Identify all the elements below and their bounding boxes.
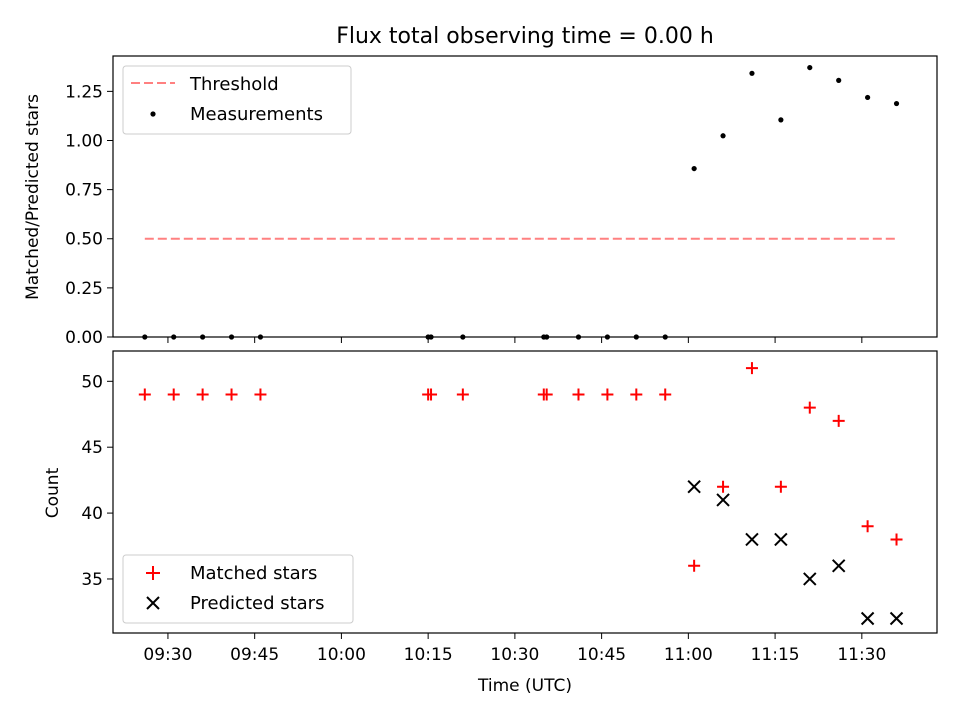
measurement-point [836, 77, 842, 83]
top-y-tick-label: 0.75 [65, 181, 103, 201]
predicted-star-marker [860, 611, 875, 626]
matched-star-marker [196, 388, 209, 401]
matched-legend-swatch [146, 566, 160, 580]
matched-star-marker [745, 362, 758, 375]
matched-star-marker [225, 388, 238, 401]
predicted-star-marker [803, 572, 817, 586]
bottom-legend-frame [122, 554, 354, 624]
predicted-legend-swatch [146, 596, 160, 610]
top-y-axis-label: Matched/Predicted stars [23, 94, 43, 300]
bottom-y-tick-label: 50 [81, 372, 103, 392]
measurement-point [807, 64, 813, 71]
bottom-y-tick-label: 40 [81, 504, 103, 524]
x-tick-label: 11:15 [751, 645, 800, 665]
top-y-tick-label: 1.00 [65, 131, 103, 151]
bottom-axes-frame [112, 350, 938, 634]
matched-star-marker [138, 388, 151, 401]
matched-star-marker [167, 388, 180, 401]
matched-star-marker [540, 388, 553, 401]
measurement-point [691, 165, 697, 172]
matched-star-marker [803, 401, 816, 414]
bottom-legend: Matched stars Predicted stars [122, 554, 354, 624]
x-tick-label: 11:00 [664, 645, 713, 665]
x-axis-label: Time (UTC) [477, 676, 572, 696]
measurement-point [720, 133, 726, 139]
matched-star-marker [717, 480, 730, 493]
x-tick-label: 10:00 [317, 645, 366, 665]
bottom-y-tick-label: 35 [81, 570, 103, 590]
top-panel: Flux total observing time = 0.00 h Match… [23, 24, 938, 348]
bottom-y-axis-label: Count [43, 467, 63, 518]
predicted-star-marker [889, 611, 904, 626]
top-axes-frame [112, 55, 938, 338]
top-plot-area: 0.00 0.25 0.50 0.75 1.00 1.25 [65, 55, 938, 348]
matched-star-marker [688, 559, 701, 572]
bottom-y-tick-label: 45 [81, 438, 103, 458]
x-tick-label: 11:30 [837, 645, 886, 665]
predicted-legend-label: Predicted stars [190, 593, 324, 614]
bottom-panel: Count Time (UTC) 35 40 45 50 09:30 09:45 10:00… [43, 350, 938, 696]
measurement-point [749, 70, 755, 76]
matched-star-marker [832, 414, 845, 427]
threshold-legend-label: Threshold [189, 74, 279, 95]
x-tick-label: 10:30 [490, 645, 539, 665]
matched-star-marker [254, 388, 267, 401]
x-tick-label: 09:45 [230, 645, 279, 665]
x-tick-label: 09:30 [143, 645, 192, 665]
predicted-star-marker [831, 559, 846, 573]
measurements-legend-swatch [150, 111, 156, 117]
x-tick-label: 10:45 [577, 645, 626, 665]
matched-star-marker [890, 533, 903, 546]
matched-star-marker [572, 388, 585, 401]
top-y-tick-label: 0.25 [65, 279, 103, 299]
top-y-tick-label: 0.00 [65, 328, 103, 348]
top-y-tick-label: 0.50 [65, 230, 103, 250]
top-legend: Threshold Measurements [122, 65, 352, 135]
top-y-tick-label: 1.25 [65, 82, 103, 102]
matched-star-marker [774, 480, 787, 493]
top-legend-frame [122, 65, 352, 135]
chart-title: Flux total observing time = 0.00 h [336, 24, 714, 49]
measurements-legend-label: Measurements [190, 104, 323, 125]
measurement-point [865, 94, 871, 101]
predicted-star-marker [745, 532, 759, 547]
x-tick-label: 10:15 [404, 645, 453, 665]
predicted-star-marker [716, 493, 730, 507]
measurement-point [778, 117, 784, 123]
matched-legend-label: Matched stars [190, 563, 317, 584]
matched-star-marker [601, 388, 614, 401]
matched-star-marker [630, 388, 643, 401]
matched-star-marker [659, 388, 672, 401]
matched-star-marker [456, 388, 469, 401]
predicted-star-marker [774, 532, 788, 547]
matched-star-marker [861, 520, 874, 533]
predicted-star-marker [687, 480, 701, 494]
measurement-point [893, 100, 900, 107]
bottom-plot-area: 35 40 45 50 09:30 09:45 10:00 10:15 10:30 10:45 11… [81, 350, 938, 665]
matched-star-marker [425, 388, 438, 401]
